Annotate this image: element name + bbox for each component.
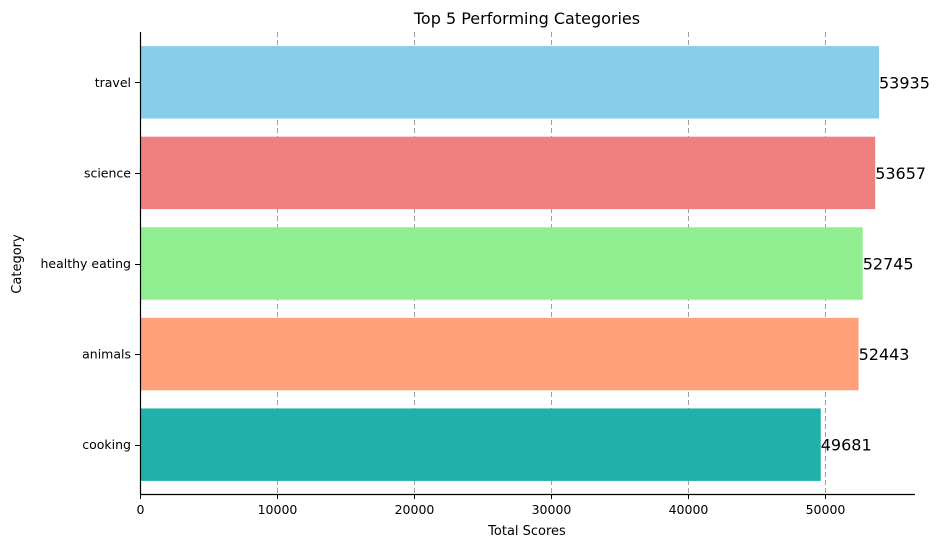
bar xyxy=(140,227,863,300)
x-tick-label: 30000 xyxy=(532,502,572,517)
x-tick-label: 50000 xyxy=(806,502,846,517)
x-tick-label: 10000 xyxy=(258,502,298,517)
bar xyxy=(140,317,859,391)
bar xyxy=(140,46,880,119)
y-tick-label: animals xyxy=(82,347,131,362)
y-tick-label: cooking xyxy=(82,437,131,452)
x-axis-ticks: 0 10000 20000 30000 40000 50000 xyxy=(137,494,846,517)
chart-title: Top 5 Performing Categories xyxy=(413,9,640,28)
x-axis-label: Total Scores xyxy=(487,524,566,539)
x-tick-label: 0 xyxy=(137,502,145,517)
bar-value-label: 49681 xyxy=(821,436,872,455)
bars xyxy=(140,46,880,481)
x-tick-label: 20000 xyxy=(395,502,435,517)
y-tick-label: travel xyxy=(95,75,131,90)
value-labels: 53935 53657 52745 52443 49681 xyxy=(821,73,930,454)
y-axis-ticks: travel science healthy eating animals cookin… xyxy=(40,75,140,452)
y-tick-label: science xyxy=(84,165,131,180)
bar xyxy=(140,136,876,210)
y-tick-label: healthy eating xyxy=(40,256,131,271)
y-axis-label: Category xyxy=(10,234,25,294)
bar-value-label: 52745 xyxy=(863,255,914,274)
x-tick-label: 40000 xyxy=(669,502,709,517)
bar-value-label: 53657 xyxy=(875,164,926,183)
bar-value-label: 52443 xyxy=(859,345,910,364)
bar-value-label: 53935 xyxy=(879,73,930,92)
bar xyxy=(140,408,821,481)
